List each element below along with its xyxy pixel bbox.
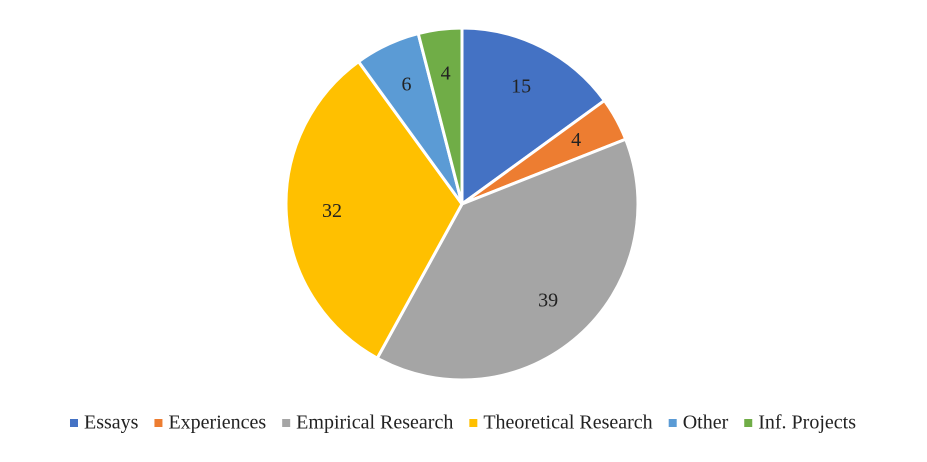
pie-slice <box>284 59 464 361</box>
legend-label: Essays <box>84 412 139 434</box>
legend-swatch <box>154 419 163 427</box>
pie-slice <box>416 26 464 205</box>
legend-swatch <box>69 419 78 427</box>
legend-label: Inf. Projects <box>758 412 856 434</box>
legend-swatch <box>668 419 677 427</box>
data-label: 39 <box>538 289 558 311</box>
legend-swatch <box>469 419 478 427</box>
data-label: 15 <box>511 76 531 98</box>
legend-label: Experiences <box>168 412 266 434</box>
legend-swatch <box>744 419 753 427</box>
pie-slice <box>375 137 640 382</box>
legend-label: Empirical Research <box>296 412 453 434</box>
data-label: 6 <box>402 74 412 96</box>
data-label: 4 <box>441 62 451 84</box>
pie-slice <box>460 26 607 207</box>
data-label: 32 <box>322 200 342 222</box>
legend-swatch <box>282 419 291 427</box>
legend-label: Other <box>683 412 729 434</box>
legend-label: Theoretical Research <box>483 412 652 434</box>
data-label: 4 <box>571 129 581 151</box>
